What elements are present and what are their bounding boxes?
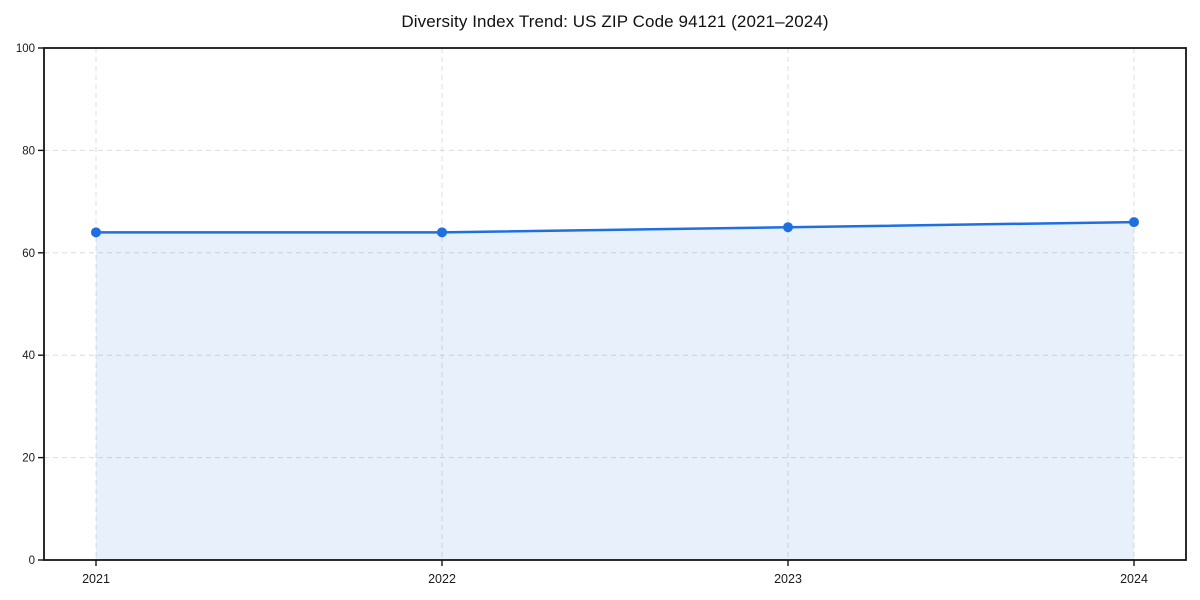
area-fill [96, 222, 1134, 560]
y-tick-label: 100 [16, 43, 35, 55]
y-tick-label: 20 [22, 453, 35, 465]
x-tick-label: 2023 [774, 572, 802, 586]
data-point [437, 227, 447, 238]
x-tick-label: 2024 [1120, 572, 1148, 586]
x-tick-label: 2022 [428, 572, 456, 586]
trend-line [94, 220, 1136, 234]
y-tick-label: 60 [22, 248, 35, 260]
y-tick-label: 40 [22, 350, 35, 362]
chart-title: Diversity Index Trend: US ZIP Code 94121… [401, 12, 829, 31]
x-tick-label: 2021 [82, 572, 110, 586]
plot-frame [43, 47, 1187, 561]
y-tick-label: 80 [22, 145, 35, 157]
data-point [91, 227, 101, 238]
data-point [1129, 217, 1139, 228]
y-tick-label: 0 [29, 555, 35, 567]
data-point [783, 222, 793, 233]
